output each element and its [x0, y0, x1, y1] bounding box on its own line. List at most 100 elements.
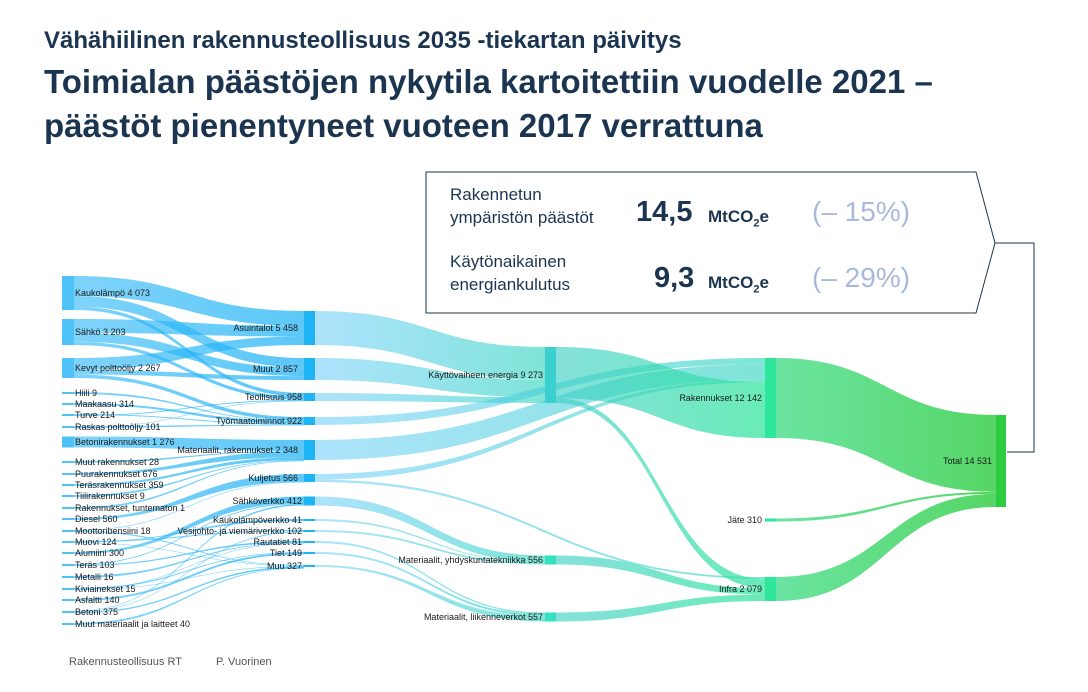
- sankey-link-rakennukset-to-total: [776, 358, 996, 492]
- sankey-link-puurak-to-matRak: [74, 451, 304, 475]
- sankey-node-muutmat: [62, 623, 74, 625]
- sankey-link-maakaasu-to-tyomaa: [74, 403, 304, 424]
- sankey-label-muutmat: Muut materiaalit ja laitteet 40: [75, 619, 190, 629]
- sankey-label-raskas: Raskas polttoöljy 101: [75, 422, 161, 432]
- sankey-label-sahkoverkko: Sähköverkko 412: [232, 496, 302, 506]
- sankey-node-tiet: [304, 552, 315, 554]
- sankey-link-teras-to-rautatiet: [74, 541, 304, 566]
- kpi-unit-suffix: e: [759, 207, 769, 226]
- sankey-node-total: [996, 415, 1006, 507]
- sankey-link-kuljetus-to-infra: [315, 479, 765, 579]
- kpi-bracket-line: [995, 242, 1035, 453]
- footer-org: Rakennusteollisuus RT: [69, 656, 182, 668]
- sankey-node-matYhd: [545, 555, 556, 565]
- sankey-node-asuintalot: [304, 311, 315, 345]
- sankey-label-alumiini: Alumiini 300: [75, 548, 124, 558]
- kpi-change: (– 15%): [812, 196, 911, 227]
- sankey-node-turve: [62, 414, 74, 416]
- sankey-node-kuljetus: [304, 474, 315, 482]
- sankey-link-muovi-to-kaukolampoverkko: [74, 519, 304, 543]
- sankey-link-diesel-to-kuljetus: [74, 474, 304, 520]
- sankey-node-matRak: [304, 440, 315, 460]
- sankey-link-tyomaa-to-rakennukset: [315, 358, 765, 425]
- kpi-value: 14,5: [636, 196, 693, 228]
- sankey-link-raskas-to-tyomaa: [74, 424, 304, 428]
- sankey-nodes: [62, 276, 1006, 625]
- sankey-label-tiet: Tiet 149: [270, 548, 302, 558]
- sankey-link-alumiini-to-sahkoverkko: [74, 496, 304, 554]
- sankey-label-kaukolampo: Kaukolämpö 4 073: [75, 288, 150, 298]
- sankey-link-matLiik-to-infra: [556, 594, 765, 622]
- sankey-label-sahko: Sähkö 3 203: [75, 327, 126, 337]
- sankey-label-terasrak: Teräsrakennukset 359: [75, 480, 164, 490]
- sankey-link-muutmat-to-muu: [74, 568, 304, 625]
- sankey-label-asfaltti: Asfaltti 140: [75, 595, 120, 605]
- sankey-link-kaukolampoverkko-to-matYhd: [315, 519, 545, 563]
- kpi-label-line-2: ympäristön päästöt: [450, 208, 594, 227]
- sankey-label-total: Total 14 531: [943, 456, 992, 466]
- sankey-label-muovi: Muovi 124: [75, 537, 117, 547]
- sankey-node-vesijohto: [304, 530, 315, 532]
- sankey-link-muut-to-kayttovaihe: [315, 358, 545, 398]
- sankey-node-kiviaines: [62, 588, 74, 590]
- sankey-node-teras: [62, 564, 74, 566]
- sankey-node-puurak: [62, 473, 74, 475]
- sankey-label-moottori: Moottoribensiini 18: [75, 526, 151, 536]
- sankey-label-betonirak: Betonirakennukset 1 276: [75, 437, 175, 447]
- sankey-label-infra: Infra 2 079: [719, 584, 762, 594]
- sankey-link-betonirak-to-matRak: [74, 436, 304, 451]
- sankey-node-maakaasu: [62, 403, 74, 405]
- kpi-unit-subscript: 2: [753, 283, 760, 296]
- page-title: Toimialan päästöjen nykytila kartoitetti…: [44, 60, 933, 148]
- sankey-node-kevyt: [62, 358, 74, 378]
- sankey-label-betoni: Betoni 375: [75, 607, 118, 617]
- sankey-link-kevyt-to-tyomaa: [74, 374, 304, 421]
- sankey-node-muutrak: [62, 461, 74, 463]
- sankey-link-raskas-to-teollisuus: [74, 400, 304, 429]
- sankey-label-jate: Jäte 310: [727, 515, 762, 525]
- kpi-label: Käytönaikainen energiankulutus: [450, 250, 570, 296]
- sankey-node-kayttovaihe: [545, 347, 556, 403]
- sankey-link-tiet-to-matLiik: [315, 552, 545, 617]
- sankey-node-betoni: [62, 611, 74, 613]
- sankey-label-matYhd: Materiaalit, yhdyskuntatekniikka 556: [398, 555, 543, 565]
- sankey-node-alumiini: [62, 552, 74, 554]
- sankey-node-metalli: [62, 576, 74, 578]
- sankey-node-muut: [304, 358, 315, 380]
- sankey-link-muovi-to-muu: [74, 542, 304, 566]
- sankey-label-matRak: Materiaalit, rakennukset 2 348: [177, 445, 298, 455]
- sankey-label-rautatiet: Rautatiet 81: [253, 537, 302, 547]
- sankey-label-matLiik: Materiaalit, liikenneverkot 557: [424, 612, 543, 622]
- kpi-label-line-2: energiankulutus: [450, 275, 571, 294]
- sankey-node-raskas: [62, 426, 74, 428]
- sankey-node-moottori: [62, 530, 74, 532]
- sankey-node-sahkoverkko: [304, 496, 315, 506]
- kpi-unit: MtCO2e: [708, 273, 769, 295]
- sankey-label-rakennukset: Rakennukset 12 142: [679, 393, 762, 403]
- sankey-node-kaukolampo: [62, 276, 74, 310]
- sankey-link-betoni-to-vesijohto: [74, 531, 304, 612]
- kpi-unit-base: MtCO: [708, 273, 754, 292]
- sankey-labels: Kaukolämpö 4 073 Sähkö 3 203 Kevyt polttoö…: [75, 288, 992, 629]
- sankey-node-hiili: [62, 392, 74, 394]
- sankey-link-moottori-to-muu: [74, 530, 304, 566]
- sankey-link-kayttovaihe-to-rakennukset: [556, 347, 765, 438]
- sankey-label-teollisuus: Teollisuus 958: [245, 392, 302, 402]
- sankey-link-asuintalot-to-kayttovaihe: [315, 311, 545, 380]
- sankey-node-diesel: [62, 518, 74, 520]
- page-title-line-1: Toimialan päästöjen nykytila kartoitetti…: [44, 63, 933, 100]
- sankey-label-turve: Turve 214: [75, 410, 115, 420]
- sankey-link-asfaltti-to-tiet: [74, 552, 304, 601]
- sankey-label-tyomaa: Työmaatoiminnot 922: [216, 416, 302, 426]
- sankey-link-kaukolampo-to-asuintalot: [74, 276, 304, 326]
- sankey-link-kiviaines-to-rautatiet: [74, 543, 304, 590]
- sankey-label-vesijohto: Vesijohto- ja viemäriverkko 102: [177, 526, 302, 536]
- sankey-link-rakTunt-to-matRak: [74, 460, 304, 509]
- sankey-label-tiilirak: Tiilirakennukset 9: [75, 491, 145, 501]
- sankey-link-metalli-to-rautatiet: [74, 542, 304, 578]
- sankey-label-hiili: Hiili 9: [75, 388, 97, 398]
- kpi-value: 9,3: [654, 262, 695, 294]
- kpi-change: (– 29%): [812, 262, 911, 293]
- page-title-line-2: päästöt pienentyneet vuoteen 2017 verrat…: [44, 107, 763, 144]
- sankey-label-maakaasu: Maakaasu 314: [75, 399, 134, 409]
